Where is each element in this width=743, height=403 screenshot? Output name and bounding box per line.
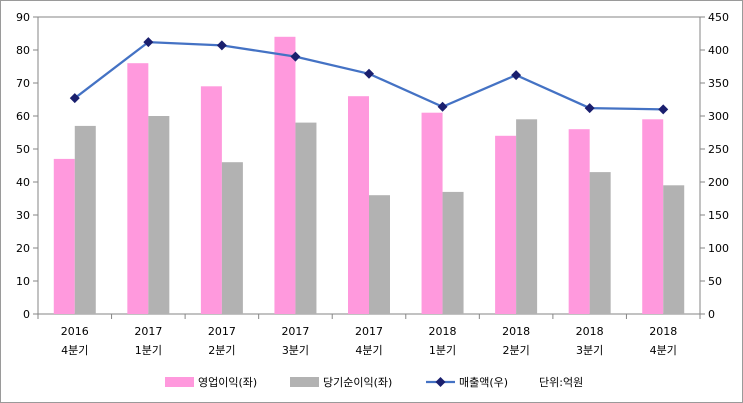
bar-operating-profit: [274, 36, 296, 315]
legend-swatch-operating-profit: [165, 377, 194, 387]
right-tick-label: 250: [708, 143, 729, 156]
x-tick-label-quarter: 3분기: [576, 344, 603, 357]
left-tick-label: 50: [16, 143, 30, 156]
bar-operating-profit: [642, 119, 664, 314]
x-tick-label-quarter: 2분기: [208, 344, 235, 357]
right-tick-label: 50: [708, 275, 722, 288]
legend: 영업이익(좌) 당기순이익(좌) 매출액(우) 단위:억원: [165, 376, 583, 389]
legend-label-net-income: 당기순이익(좌): [323, 376, 392, 389]
x-tick-label-year: 2016: [61, 325, 89, 338]
bar-operating-profit: [568, 129, 590, 314]
bar-net-income: [295, 122, 317, 314]
right-tick-label: 300: [708, 110, 729, 123]
left-axis: 0 10 20 30 40 50 60 70 80 90: [16, 11, 39, 321]
x-tick-label-quarter: 2분기: [502, 344, 529, 357]
bar-net-income: [663, 185, 685, 314]
x-tick-label-quarter: 4분기: [650, 344, 677, 357]
bar-net-income: [369, 195, 390, 314]
x-tick-label-year: 2017: [281, 325, 309, 338]
bar-operating-profit: [421, 112, 443, 314]
x-tick-label-quarter: 3분기: [282, 344, 309, 357]
right-tick-label: 400: [708, 44, 729, 57]
x-tick-label-quarter: 4분기: [61, 344, 88, 357]
left-tick-label: 10: [16, 275, 30, 288]
left-tick-label: 90: [16, 11, 30, 24]
x-tick-label-quarter: 1분기: [429, 344, 456, 357]
left-tick-label: 70: [16, 77, 30, 90]
bar-operating-profit: [127, 63, 149, 315]
left-tick-label: 60: [16, 110, 30, 123]
point-revenue: [437, 101, 448, 112]
bar-net-income: [516, 119, 538, 314]
x-tick-label-year: 2018: [649, 325, 677, 338]
legend-marker-revenue: [435, 377, 446, 387]
bar-net-income: [442, 191, 464, 314]
x-tick-label-quarter: 1분기: [135, 344, 162, 357]
right-tick-label: 350: [708, 77, 729, 90]
bar-net-income: [589, 172, 611, 314]
right-tick-label: 150: [708, 209, 729, 222]
left-tick-label: 20: [16, 242, 30, 255]
bar-operating-profit: [53, 158, 75, 314]
left-tick-label: 80: [16, 44, 30, 57]
point-revenue: [216, 40, 227, 51]
left-tick-label: 30: [16, 209, 30, 222]
point-revenue: [658, 104, 669, 115]
legend-label-revenue: 매출액(우): [459, 376, 508, 389]
x-tick-label-year: 2017: [208, 325, 236, 338]
bar-net-income: [221, 162, 243, 314]
bar-net-income: [74, 125, 96, 315]
legend-swatch-net-income: [290, 377, 319, 387]
point-revenue: [364, 68, 374, 79]
right-tick-label: 200: [708, 176, 729, 189]
point-revenue: [511, 70, 522, 81]
right-axis: 0 50 100 150 200 250 300 350 400 450: [699, 11, 729, 321]
left-tick-label: 0: [23, 308, 30, 321]
unit-note: 단위:억원: [539, 376, 583, 389]
x-tick-label-year: 2017: [134, 325, 162, 338]
right-tick-label: 0: [708, 308, 715, 321]
right-tick-label: 100: [708, 242, 729, 255]
line-series: [69, 37, 669, 115]
bar-operating-profit: [495, 135, 517, 314]
x-tick-label-year: 2018: [502, 325, 530, 338]
bars: [53, 36, 685, 315]
legend-label-operating-profit: 영업이익(좌): [198, 376, 257, 389]
bar-operating-profit: [348, 96, 369, 314]
x-tick-label-quarter: 4분기: [355, 344, 382, 357]
right-tick-label: 450: [708, 11, 729, 24]
bar-operating-profit: [200, 86, 222, 314]
point-revenue: [290, 51, 301, 62]
x-tick-label-year: 2018: [429, 325, 457, 338]
x-tick-label-year: 2017: [355, 325, 383, 338]
point-revenue: [584, 103, 595, 114]
x-tick-label-year: 2018: [576, 325, 604, 338]
point-revenue: [143, 37, 154, 48]
point-revenue: [69, 93, 80, 104]
left-tick-label: 40: [16, 176, 30, 189]
bar-net-income: [148, 116, 170, 314]
x-axis: 2016 4분기 2017 1분기 2017 2분기 2017 3분기 2017 4분기 2018 1…: [37, 313, 701, 357]
